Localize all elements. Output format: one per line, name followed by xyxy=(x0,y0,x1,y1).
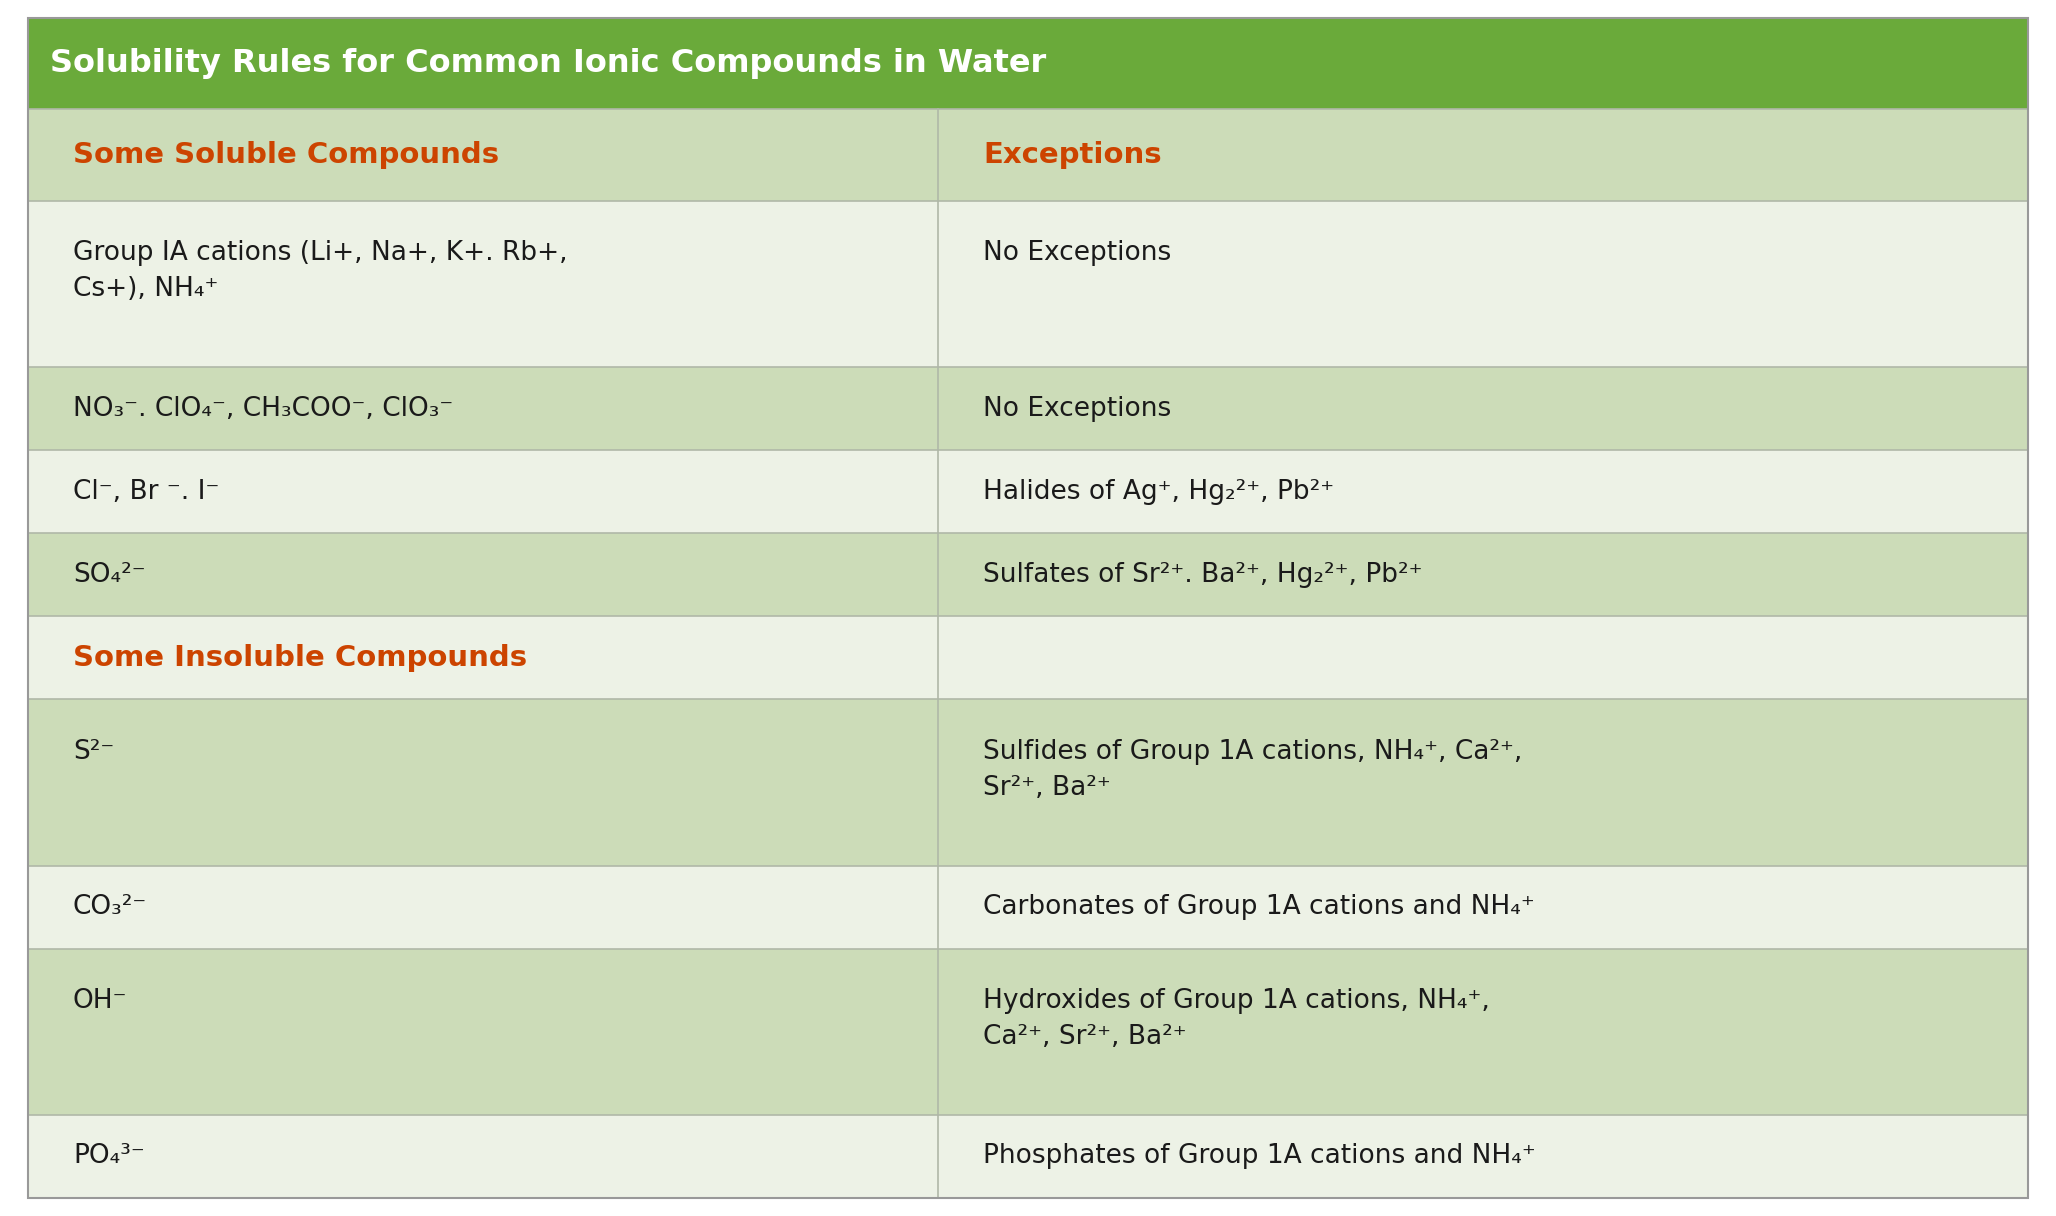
Text: Sulfides of Group 1A cations, NH₄⁺, Ca²⁺,
Sr²⁺, Ba²⁺: Sulfides of Group 1A cations, NH₄⁺, Ca²⁺… xyxy=(983,739,1521,801)
Bar xyxy=(29,866,938,948)
Text: NO₃⁻. ClO₄⁻, CH₃COO⁻, ClO₃⁻: NO₃⁻. ClO₄⁻, CH₃COO⁻, ClO₃⁻ xyxy=(74,395,452,422)
Text: No Exceptions: No Exceptions xyxy=(983,241,1172,266)
Bar xyxy=(938,533,2027,617)
Bar xyxy=(29,533,938,617)
Bar xyxy=(938,450,2027,533)
Text: CO₃²⁻: CO₃²⁻ xyxy=(74,894,148,921)
Bar xyxy=(938,367,2027,450)
Text: S²⁻: S²⁻ xyxy=(74,739,115,765)
Bar xyxy=(29,699,938,866)
Text: Solubility Rules for Common Ionic Compounds in Water: Solubility Rules for Common Ionic Compou… xyxy=(49,49,1047,79)
Text: Cl⁻, Br ⁻. I⁻: Cl⁻, Br ⁻. I⁻ xyxy=(74,479,220,505)
Bar xyxy=(938,948,2027,1115)
Text: SO₄²⁻: SO₄²⁻ xyxy=(74,562,146,587)
Bar xyxy=(29,201,938,367)
Bar xyxy=(29,1115,938,1198)
Text: Hydroxides of Group 1A cations, NH₄⁺,
Ca²⁺, Sr²⁺, Ba²⁺: Hydroxides of Group 1A cations, NH₄⁺, Ca… xyxy=(983,989,1491,1051)
Bar xyxy=(938,866,2027,948)
Text: Exceptions: Exceptions xyxy=(983,141,1162,169)
Text: Some Insoluble Compounds: Some Insoluble Compounds xyxy=(74,643,526,672)
Text: Sulfates of Sr²⁺. Ba²⁺, Hg₂²⁺, Pb²⁺: Sulfates of Sr²⁺. Ba²⁺, Hg₂²⁺, Pb²⁺ xyxy=(983,562,1423,587)
Bar xyxy=(938,699,2027,866)
Text: Group IA cations (Li+, Na+, K+. Rb+,
Cs+), NH₄⁺: Group IA cations (Li+, Na+, K+. Rb+, Cs+… xyxy=(74,241,567,303)
Text: Carbonates of Group 1A cations and NH₄⁺: Carbonates of Group 1A cations and NH₄⁺ xyxy=(983,894,1534,921)
Text: OH⁻: OH⁻ xyxy=(74,989,127,1014)
Bar xyxy=(29,18,2027,109)
Bar xyxy=(938,617,2027,699)
Text: Halides of Ag⁺, Hg₂²⁺, Pb²⁺: Halides of Ag⁺, Hg₂²⁺, Pb²⁺ xyxy=(983,479,1334,505)
Bar xyxy=(938,1115,2027,1198)
Bar xyxy=(938,109,2027,201)
Text: PO₄³⁻: PO₄³⁻ xyxy=(74,1143,144,1170)
Text: Phosphates of Group 1A cations and NH₄⁺: Phosphates of Group 1A cations and NH₄⁺ xyxy=(983,1143,1536,1170)
Bar xyxy=(29,948,938,1115)
Bar xyxy=(938,201,2027,367)
Bar xyxy=(29,367,938,450)
Bar xyxy=(29,617,938,699)
Bar xyxy=(29,450,938,533)
Text: No Exceptions: No Exceptions xyxy=(983,395,1172,422)
Text: Some Soluble Compounds: Some Soluble Compounds xyxy=(74,141,500,169)
Bar xyxy=(29,109,938,201)
